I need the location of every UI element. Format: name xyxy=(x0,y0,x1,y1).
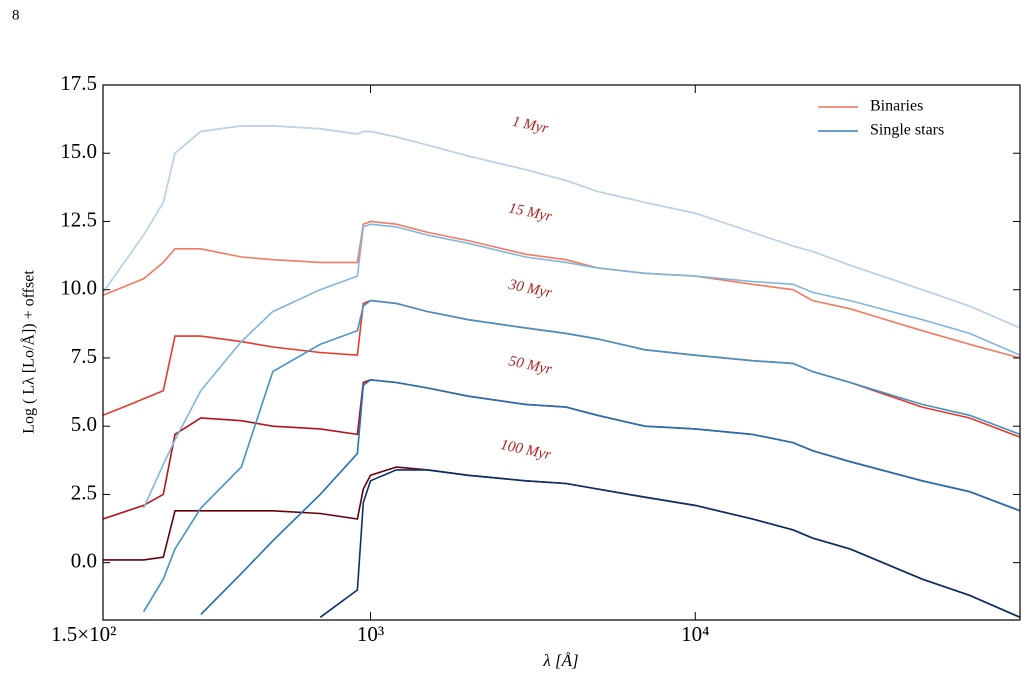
spectrum-line xyxy=(103,125,1020,329)
spectrum-line xyxy=(200,378,1020,616)
y-tick-label: 12.5 xyxy=(60,207,97,231)
page-number: 8 xyxy=(12,7,20,23)
age-annotation: 15 Myr xyxy=(507,200,553,225)
x-axis-label: λ [Å] xyxy=(542,651,578,670)
spectrum-line xyxy=(319,469,1020,619)
spectrum-line xyxy=(103,466,1020,619)
spectrum-line xyxy=(142,299,1020,613)
legend-label: Single stars xyxy=(870,122,944,139)
spectrum-line xyxy=(103,378,1020,520)
spectrum-line xyxy=(103,125,1020,329)
y-tick-label: 0.0 xyxy=(71,548,97,572)
y-tick-label: 5.0 xyxy=(71,412,97,436)
x-tick-label: 10⁴ xyxy=(681,622,709,646)
age-annotation: 1 Myr xyxy=(511,114,550,137)
age-annotation: 50 Myr xyxy=(507,353,553,378)
age-annotation: 100 Myr xyxy=(499,437,553,463)
x-tick-label: 1.5×10² xyxy=(51,622,116,646)
plot-lines xyxy=(103,125,1020,619)
y-tick-label: 15.0 xyxy=(60,139,97,163)
y-tick-label: 7.5 xyxy=(71,344,97,368)
y-tick-label: 2.5 xyxy=(71,480,97,504)
spectrum-line xyxy=(142,223,1020,509)
y-tick-label: 17.5 xyxy=(60,71,97,95)
spectrum-line xyxy=(103,220,1020,359)
age-annotation: 30 Myr xyxy=(506,277,553,302)
legend-label: Binaries xyxy=(870,98,923,115)
y-tick-label: 10.0 xyxy=(60,276,97,300)
spectrum-line xyxy=(103,299,1020,438)
plot-frame xyxy=(102,84,1021,621)
y-axis-label: Log ( Lλ [Lo/Å]) + offset xyxy=(20,270,38,434)
x-tick-label: 10³ xyxy=(357,622,384,646)
